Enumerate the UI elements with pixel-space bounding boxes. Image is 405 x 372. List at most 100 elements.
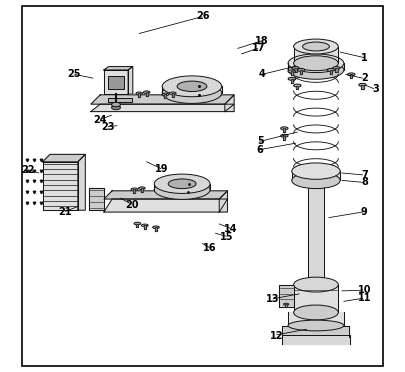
- Text: 14: 14: [224, 224, 237, 234]
- Polygon shape: [294, 68, 296, 72]
- Ellipse shape: [294, 305, 338, 320]
- Polygon shape: [296, 86, 298, 89]
- Polygon shape: [286, 304, 287, 307]
- Ellipse shape: [347, 73, 355, 76]
- Text: 3: 3: [372, 84, 379, 94]
- Text: 21: 21: [58, 207, 72, 217]
- Text: 13: 13: [266, 295, 280, 304]
- Ellipse shape: [154, 180, 210, 199]
- Polygon shape: [335, 68, 337, 72]
- Text: 2: 2: [361, 73, 368, 83]
- Polygon shape: [43, 154, 85, 162]
- Polygon shape: [282, 326, 350, 337]
- Ellipse shape: [162, 76, 222, 97]
- Text: 22: 22: [21, 165, 34, 175]
- Text: 23: 23: [101, 122, 114, 132]
- Polygon shape: [89, 188, 104, 210]
- Text: 9: 9: [361, 207, 368, 217]
- Polygon shape: [144, 225, 146, 229]
- Polygon shape: [128, 67, 133, 94]
- Polygon shape: [361, 85, 364, 89]
- Ellipse shape: [294, 39, 338, 54]
- Ellipse shape: [111, 105, 120, 110]
- Polygon shape: [104, 67, 133, 70]
- Text: 1: 1: [361, 53, 368, 62]
- Polygon shape: [141, 188, 143, 192]
- Polygon shape: [104, 191, 228, 199]
- Ellipse shape: [333, 67, 340, 70]
- Ellipse shape: [162, 83, 222, 103]
- Ellipse shape: [359, 83, 366, 86]
- Ellipse shape: [154, 174, 210, 193]
- Text: 16: 16: [203, 243, 217, 253]
- Text: 12: 12: [270, 331, 283, 340]
- Bar: [108, 76, 124, 89]
- Ellipse shape: [281, 134, 288, 137]
- Polygon shape: [294, 285, 338, 312]
- Polygon shape: [283, 128, 286, 132]
- Text: 19: 19: [155, 164, 168, 174]
- Text: 18: 18: [255, 36, 269, 46]
- Text: 11: 11: [358, 294, 371, 303]
- Ellipse shape: [169, 92, 176, 95]
- Ellipse shape: [292, 163, 340, 179]
- Ellipse shape: [288, 54, 344, 73]
- Bar: [108, 98, 132, 102]
- Polygon shape: [155, 227, 157, 231]
- Polygon shape: [43, 162, 78, 210]
- Ellipse shape: [327, 68, 335, 71]
- Text: 17: 17: [252, 44, 265, 53]
- Ellipse shape: [131, 188, 138, 191]
- Ellipse shape: [281, 127, 288, 130]
- Polygon shape: [133, 189, 135, 193]
- Polygon shape: [136, 224, 139, 227]
- Polygon shape: [146, 92, 148, 96]
- Ellipse shape: [139, 187, 145, 190]
- Polygon shape: [225, 95, 234, 112]
- Ellipse shape: [292, 67, 299, 70]
- Text: 5: 5: [257, 137, 264, 146]
- Ellipse shape: [297, 68, 305, 71]
- Text: 7: 7: [361, 170, 368, 180]
- Ellipse shape: [153, 226, 159, 229]
- Polygon shape: [291, 71, 293, 75]
- Polygon shape: [279, 285, 294, 307]
- Text: 15: 15: [220, 232, 233, 242]
- Polygon shape: [288, 63, 344, 70]
- Text: 10: 10: [358, 285, 371, 295]
- Polygon shape: [138, 93, 140, 97]
- Polygon shape: [282, 335, 350, 344]
- Polygon shape: [283, 136, 286, 140]
- Ellipse shape: [177, 81, 207, 92]
- Ellipse shape: [288, 61, 344, 79]
- Polygon shape: [164, 94, 166, 98]
- Ellipse shape: [294, 277, 338, 292]
- Text: 4: 4: [259, 70, 265, 79]
- Ellipse shape: [288, 70, 296, 73]
- Ellipse shape: [294, 56, 338, 71]
- Ellipse shape: [141, 224, 148, 227]
- Text: 24: 24: [94, 115, 107, 125]
- Text: 6: 6: [257, 145, 264, 154]
- Polygon shape: [104, 70, 128, 94]
- Text: 20: 20: [125, 200, 139, 209]
- Ellipse shape: [168, 179, 196, 189]
- Polygon shape: [104, 199, 228, 212]
- Ellipse shape: [284, 303, 289, 305]
- Polygon shape: [154, 184, 210, 190]
- Polygon shape: [294, 46, 338, 63]
- Polygon shape: [288, 312, 344, 326]
- Ellipse shape: [294, 84, 301, 87]
- Ellipse shape: [292, 172, 340, 189]
- Polygon shape: [291, 79, 293, 83]
- Polygon shape: [300, 70, 302, 74]
- Polygon shape: [91, 104, 234, 112]
- Ellipse shape: [303, 42, 329, 51]
- Polygon shape: [219, 191, 228, 212]
- Ellipse shape: [162, 93, 168, 96]
- Polygon shape: [350, 74, 352, 78]
- Polygon shape: [172, 93, 174, 97]
- Text: 25: 25: [67, 70, 81, 79]
- Ellipse shape: [111, 102, 120, 107]
- Polygon shape: [292, 171, 340, 180]
